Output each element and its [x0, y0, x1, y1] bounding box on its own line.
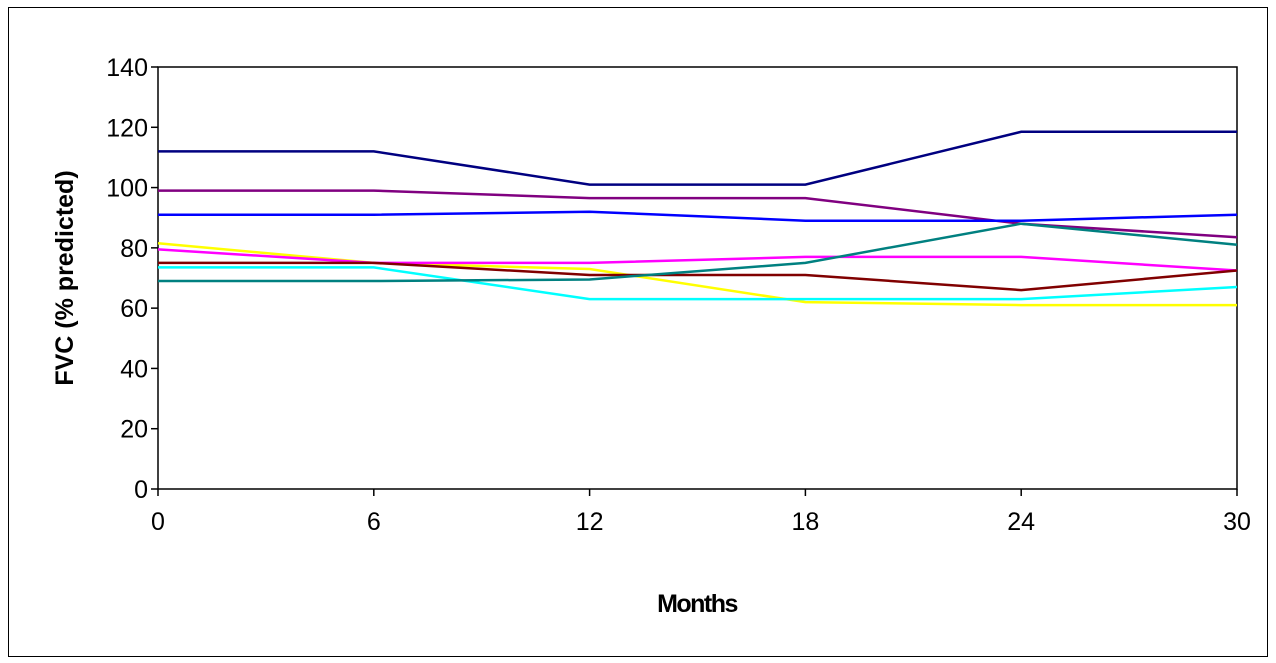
y-axis: 0 20 40 60 80 100 120 140 — [106, 54, 158, 504]
y-tick-label: 80 — [120, 235, 148, 263]
x-tick-label: 6 — [367, 508, 381, 536]
y-tick-label: 0 — [134, 476, 148, 504]
series-line-8 — [158, 222, 1238, 283]
series-line-3 — [158, 210, 1238, 222]
chart-frame — [8, 7, 1268, 657]
y-tick-label: 60 — [120, 295, 148, 323]
series-line-6 — [158, 261, 1238, 292]
x-tick-label: 0 — [151, 508, 165, 536]
y-tick-label: 20 — [120, 416, 148, 444]
x-axis-title: Months — [657, 590, 737, 618]
x-tick-label: 24 — [1007, 508, 1035, 536]
plot-area — [157, 66, 1238, 490]
series-lines — [157, 130, 1238, 307]
series-line-7 — [158, 266, 1238, 301]
plot-border — [157, 66, 1238, 490]
y-tick-label: 140 — [106, 54, 148, 82]
y-tick-label: 120 — [106, 114, 148, 142]
x-tick-label: 30 — [1223, 508, 1251, 536]
y-tick-label: 100 — [106, 175, 148, 203]
series-line-5 — [157, 248, 1238, 272]
x-tick-label: 12 — [576, 508, 604, 536]
y-axis-title: FVC (% predicted) — [51, 170, 79, 385]
x-axis: 0 6 12 18 24 30 — [151, 489, 1251, 536]
y-tick-label: 40 — [120, 355, 148, 383]
series-line-1 — [158, 130, 1237, 186]
x-tick-label: 18 — [791, 508, 819, 536]
